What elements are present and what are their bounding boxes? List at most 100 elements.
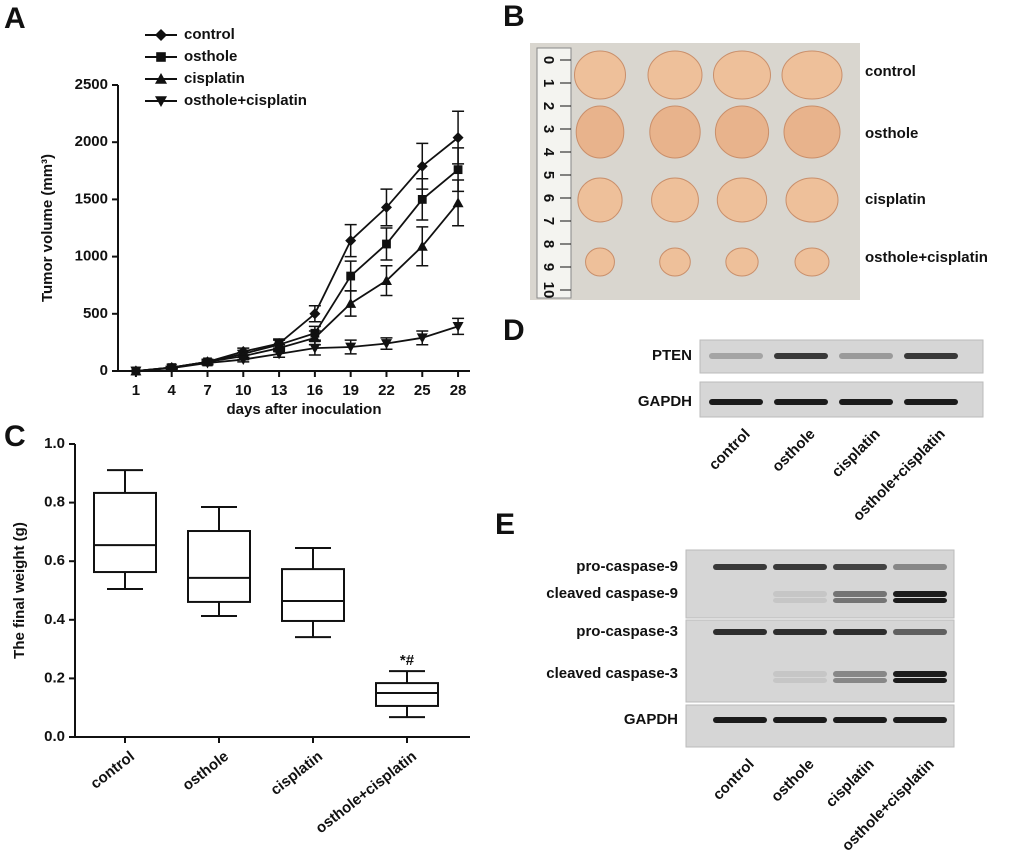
y-tick-label: 0.4 (44, 611, 66, 628)
y-tick-label: 1500 (75, 190, 108, 207)
blot-row-label: GAPDH (624, 711, 678, 728)
lane-label: osthole (768, 756, 818, 806)
x-tick-label: 16 (307, 382, 324, 399)
x-tick-label: 19 (342, 382, 359, 399)
whisker (295, 547, 331, 570)
y-tick-label: 0.2 (44, 669, 65, 686)
band (839, 353, 893, 359)
box (93, 491, 157, 574)
ruler-label: 9 (540, 263, 557, 271)
tumor (783, 105, 841, 159)
tumor (585, 247, 615, 277)
band (893, 591, 947, 597)
ruler-label: 2 (540, 102, 557, 110)
blot-row-label: cleaved caspase-9 (546, 585, 678, 602)
tumor (651, 177, 699, 223)
photo-row-label: cisplatin (865, 191, 926, 208)
marker (416, 160, 428, 172)
marker (345, 298, 357, 308)
ruler-label: 0 (540, 56, 557, 64)
blot-row-label: pro-caspase-3 (576, 623, 678, 640)
band (713, 717, 767, 723)
band (773, 564, 827, 570)
marker (452, 197, 464, 208)
band (773, 678, 827, 683)
legend-label: cisplatin (184, 70, 245, 87)
marker (309, 308, 321, 320)
blot-membrane (685, 704, 955, 748)
band (709, 399, 763, 405)
marker (416, 333, 428, 344)
ruler-label: 3 (540, 125, 557, 133)
x-tick-label: 28 (450, 382, 467, 399)
band (833, 564, 887, 570)
band (893, 671, 947, 677)
marker (452, 132, 464, 144)
blot-row-label: pro-caspase-9 (576, 558, 678, 575)
y-tick-label: 2500 (75, 76, 108, 93)
marker (130, 366, 142, 377)
band (774, 399, 828, 405)
ruler-label: 4 (540, 148, 557, 157)
tumor (574, 50, 626, 100)
whisker (389, 705, 425, 719)
lane-label: osthole (769, 426, 819, 476)
blot-row-label: PTEN (652, 347, 692, 364)
legend-marker (155, 73, 167, 84)
panel-label: C (4, 420, 26, 453)
whisker (201, 601, 237, 617)
marker (452, 321, 464, 332)
box (281, 568, 345, 622)
marker (380, 339, 392, 350)
ruler-label: 1 (540, 79, 557, 87)
band (773, 671, 827, 677)
y-tick-label: 0 (100, 362, 108, 379)
band (893, 629, 947, 635)
x-tick-label: control (87, 748, 138, 793)
photo-row-label: osthole+cisplatin (865, 249, 988, 266)
blot-membrane (699, 339, 984, 374)
x-tick-label: osthole (179, 748, 232, 794)
y-axis-label: Tumor volume (mm³) (39, 154, 56, 302)
band (893, 717, 947, 723)
x-tick-label: 1 (132, 382, 140, 399)
tumor (716, 177, 768, 223)
panel-label: E (495, 508, 515, 541)
x-axis-label: days after inoculation (226, 401, 381, 418)
panel-label: D (503, 314, 525, 347)
marker (382, 239, 391, 249)
tumor (794, 247, 830, 277)
panel-label: A (4, 2, 26, 35)
photo-row-label: control (865, 63, 916, 80)
band (773, 591, 827, 597)
band (833, 591, 887, 597)
lane-label: cisplatin (823, 756, 878, 811)
series-line (135, 202, 459, 372)
tumor (713, 50, 771, 100)
marker (380, 201, 392, 213)
legend-label: osthole+cisplatin (184, 92, 307, 109)
y-tick-label: 1000 (75, 248, 108, 265)
y-tick-label: 0.6 (44, 552, 65, 569)
y-tick-label: 1.0 (44, 435, 65, 452)
marker (345, 342, 357, 353)
band (904, 353, 958, 359)
band (713, 629, 767, 635)
band (833, 717, 887, 723)
ruler-label: 10 (540, 282, 557, 299)
tumor (647, 50, 703, 100)
ruler-label: 6 (540, 194, 557, 202)
marker (273, 349, 285, 360)
band (773, 598, 827, 603)
ruler-label: 7 (540, 217, 557, 225)
legend-label: control (184, 26, 235, 43)
whisker (107, 469, 143, 493)
band (774, 353, 828, 359)
band (893, 678, 947, 683)
marker (166, 363, 178, 374)
whisker (201, 505, 237, 532)
x-tick-label: 13 (271, 382, 288, 399)
band (893, 564, 947, 570)
x-tick-label: cisplatin (267, 748, 325, 799)
